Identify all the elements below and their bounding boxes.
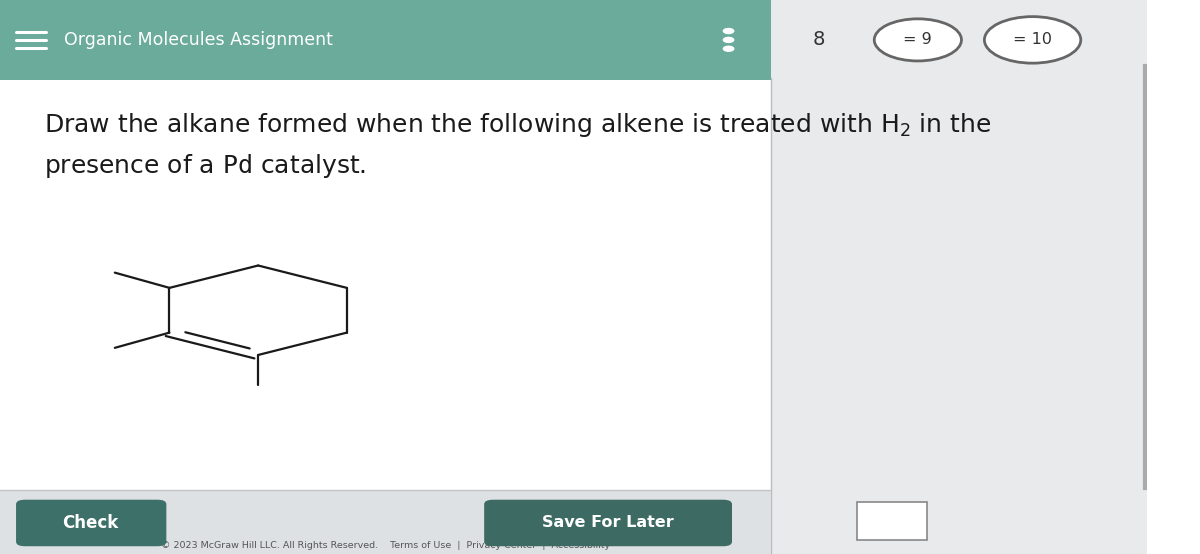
Text: 8: 8 xyxy=(812,30,826,49)
FancyBboxPatch shape xyxy=(16,500,167,546)
Text: Organic Molecules Assignment: Organic Molecules Assignment xyxy=(65,31,334,49)
FancyBboxPatch shape xyxy=(484,500,732,546)
Text: Draw the alkane formed when the following alkene is treated with $\mathregular{H: Draw the alkane formed when the followin… xyxy=(43,111,991,138)
Text: Save For Later: Save For Later xyxy=(542,515,674,531)
Circle shape xyxy=(984,17,1081,63)
Text: = 9: = 9 xyxy=(904,32,932,48)
Circle shape xyxy=(724,47,733,52)
FancyBboxPatch shape xyxy=(770,0,1147,554)
Text: Check: Check xyxy=(62,514,119,532)
FancyBboxPatch shape xyxy=(0,0,770,80)
FancyBboxPatch shape xyxy=(0,490,770,554)
Text: = 10: = 10 xyxy=(1013,32,1052,48)
Text: presence of a $\mathtt{Pd}$ catalyst.: presence of a $\mathtt{Pd}$ catalyst. xyxy=(43,152,366,180)
Circle shape xyxy=(875,19,961,61)
FancyBboxPatch shape xyxy=(857,502,928,540)
Circle shape xyxy=(724,37,733,42)
Circle shape xyxy=(724,28,733,34)
Text: © 2023 McGraw Hill LLC. All Rights Reserved.    Terms of Use  |  Privacy Center : © 2023 McGraw Hill LLC. All Rights Reser… xyxy=(161,541,610,550)
